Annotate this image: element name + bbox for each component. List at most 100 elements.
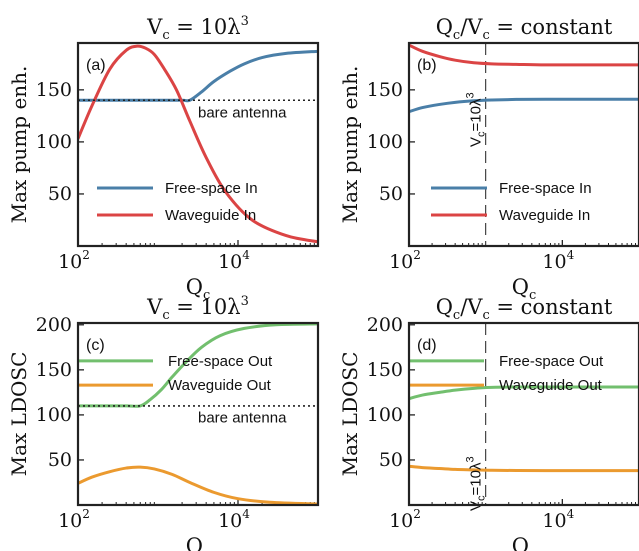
x-tick-label: 102 <box>58 507 90 532</box>
plot-area <box>78 323 318 505</box>
y-axis-label: Max LDOSC <box>338 352 362 477</box>
y-axis-label: Max LDOSC <box>7 352 31 477</box>
title-rest: = 10λ <box>170 295 241 319</box>
x-axis-label: Qc <box>512 275 537 303</box>
title-q-subscript: c <box>453 308 460 323</box>
vertical-marker-label: Vc=10λ3 <box>465 92 488 147</box>
panel-letter: (c) <box>86 337 105 354</box>
x-axis-label-subscript: c <box>203 547 210 551</box>
legend-entry: Waveguide In <box>499 207 590 224</box>
x-tick-label: 104 <box>542 507 574 532</box>
title-rest: = 10λ <box>170 15 241 39</box>
x-tick-base: 10 <box>389 251 413 273</box>
x-tick-exponent: 2 <box>82 507 90 521</box>
axes-frame <box>76 321 320 507</box>
title-main: V <box>146 15 163 39</box>
plot-area <box>409 323 639 505</box>
title-rest: = constant <box>490 15 613 39</box>
axes-frame <box>76 41 320 248</box>
title-q: Q <box>436 15 453 39</box>
annotation-bare-antenna: bare antenna <box>198 410 287 427</box>
legend-entry: Waveguide In <box>165 207 256 224</box>
panel-title: Qc/Vc = constant <box>436 15 613 43</box>
marker-label-superscript: 3 <box>465 92 477 98</box>
y-tick-label: 200 <box>367 314 403 336</box>
x-axis-label-subscript: c <box>529 288 536 303</box>
title-main: V <box>146 295 163 319</box>
title-slash: /V <box>460 15 483 39</box>
panel-title: Vc = 10λ3 <box>146 294 249 323</box>
y-tick-label: 50 <box>379 183 403 205</box>
x-axis-label-main: Q <box>512 275 529 299</box>
plot-area <box>409 43 639 246</box>
x-tick-label: 102 <box>58 248 90 273</box>
y-axis-label: Max pump enh. <box>338 66 362 224</box>
title-q: Q <box>436 295 453 319</box>
y-axis-label: Max pump enh. <box>7 66 31 224</box>
title-v-subscript: c <box>482 28 489 43</box>
x-tick-exponent: 4 <box>567 507 575 521</box>
x-tick-label: 104 <box>218 507 250 532</box>
x-axis-label: Qc <box>512 534 537 551</box>
x-tick-base: 10 <box>218 251 242 273</box>
title-q-subscript: c <box>453 28 460 43</box>
y-tick-label: 50 <box>48 183 72 205</box>
y-tick-label: 200 <box>36 314 72 336</box>
plot-area <box>78 44 318 244</box>
vertical-marker-label: Vc=10λ3 <box>465 456 488 511</box>
marker-label-subscript: c <box>476 131 488 137</box>
x-tick-base: 10 <box>542 251 566 273</box>
series-line-waveguide-in <box>78 44 318 244</box>
x-axis-label: Qc <box>186 534 211 551</box>
panel-letter: (b) <box>417 57 437 74</box>
x-axis-label-subscript: c <box>203 288 210 303</box>
title-rest: = constant <box>490 295 613 319</box>
title-slash: /V <box>460 295 483 319</box>
series-line-free-space-in <box>409 97 639 114</box>
x-tick-label: 102 <box>389 507 421 532</box>
x-tick-label: 102 <box>389 248 421 273</box>
marker-label-superscript: 3 <box>465 456 477 462</box>
legend-entry: Waveguide Out <box>499 377 603 394</box>
x-axis-label-subscript: c <box>529 547 536 551</box>
series-line-waveguide-out <box>78 465 318 505</box>
x-tick-exponent: 2 <box>82 248 90 262</box>
legend-entry: Free-space Out <box>499 353 604 370</box>
x-tick-base: 10 <box>542 510 566 532</box>
marker-label-subscript: c <box>476 495 488 501</box>
x-tick-label: 104 <box>218 248 250 273</box>
marker-label-rest: =10λ <box>468 462 485 495</box>
legend-entry: Free-space Out <box>168 353 273 370</box>
panel-letter: (a) <box>86 57 106 74</box>
y-tick-label: 100 <box>367 404 403 426</box>
legend-entry: Free-space In <box>499 180 592 197</box>
y-tick-label: 50 <box>379 449 403 471</box>
x-tick-exponent: 4 <box>242 507 250 521</box>
x-tick-base: 10 <box>58 251 82 273</box>
title-subscript: c <box>162 28 169 43</box>
series-line-free-space-out <box>409 385 639 401</box>
x-tick-exponent: 4 <box>242 248 250 262</box>
y-tick-label: 100 <box>367 131 403 153</box>
marker-label-main: V <box>468 137 485 147</box>
x-tick-exponent: 4 <box>567 248 575 262</box>
x-tick-exponent: 2 <box>413 507 421 521</box>
x-tick-base: 10 <box>218 510 242 532</box>
x-axis-label-main: Q <box>186 275 203 299</box>
x-tick-base: 10 <box>58 510 82 532</box>
series-line-free-space-out <box>78 323 318 408</box>
x-tick-exponent: 2 <box>413 248 421 262</box>
axes-frame <box>407 321 639 507</box>
title-v-subscript: c <box>482 308 489 323</box>
title-subscript: c <box>162 308 169 323</box>
title-superscript: 3 <box>241 14 249 29</box>
y-tick-label: 100 <box>36 131 72 153</box>
y-tick-label: 150 <box>36 359 72 381</box>
series-line-free-space-in <box>78 49 318 103</box>
annotation-bare-antenna: bare antenna <box>198 105 287 122</box>
x-axis-label-main: Q <box>512 534 529 551</box>
